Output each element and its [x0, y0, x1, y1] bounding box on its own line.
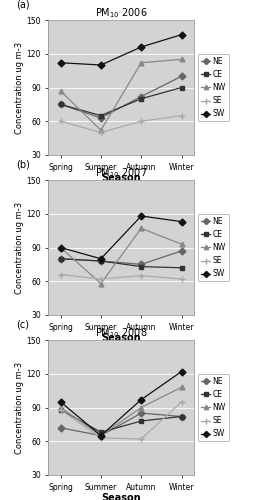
- Title: PM$_{10}$ 2008: PM$_{10}$ 2008: [95, 326, 147, 340]
- Y-axis label: Concentration ug m-3: Concentration ug m-3: [15, 42, 23, 134]
- X-axis label: Season: Season: [101, 333, 141, 343]
- Title: PM$_{10}$ 2006: PM$_{10}$ 2006: [95, 6, 147, 20]
- Legend: NE, CE, NW, SE, SW: NE, CE, NW, SE, SW: [198, 374, 229, 442]
- X-axis label: Season: Season: [101, 173, 141, 183]
- Y-axis label: Concentration ug m-3: Concentration ug m-3: [15, 362, 23, 454]
- Y-axis label: Concentration ug m-3: Concentration ug m-3: [15, 202, 23, 294]
- Text: (b): (b): [16, 159, 30, 169]
- Text: (a): (a): [16, 0, 30, 9]
- Legend: NE, CE, NW, SE, SW: NE, CE, NW, SE, SW: [198, 214, 229, 282]
- Legend: NE, CE, NW, SE, SW: NE, CE, NW, SE, SW: [198, 54, 229, 122]
- X-axis label: Season: Season: [101, 493, 141, 500]
- Text: (c): (c): [16, 319, 30, 329]
- Title: PM$_{10}$ 2007: PM$_{10}$ 2007: [95, 166, 147, 180]
